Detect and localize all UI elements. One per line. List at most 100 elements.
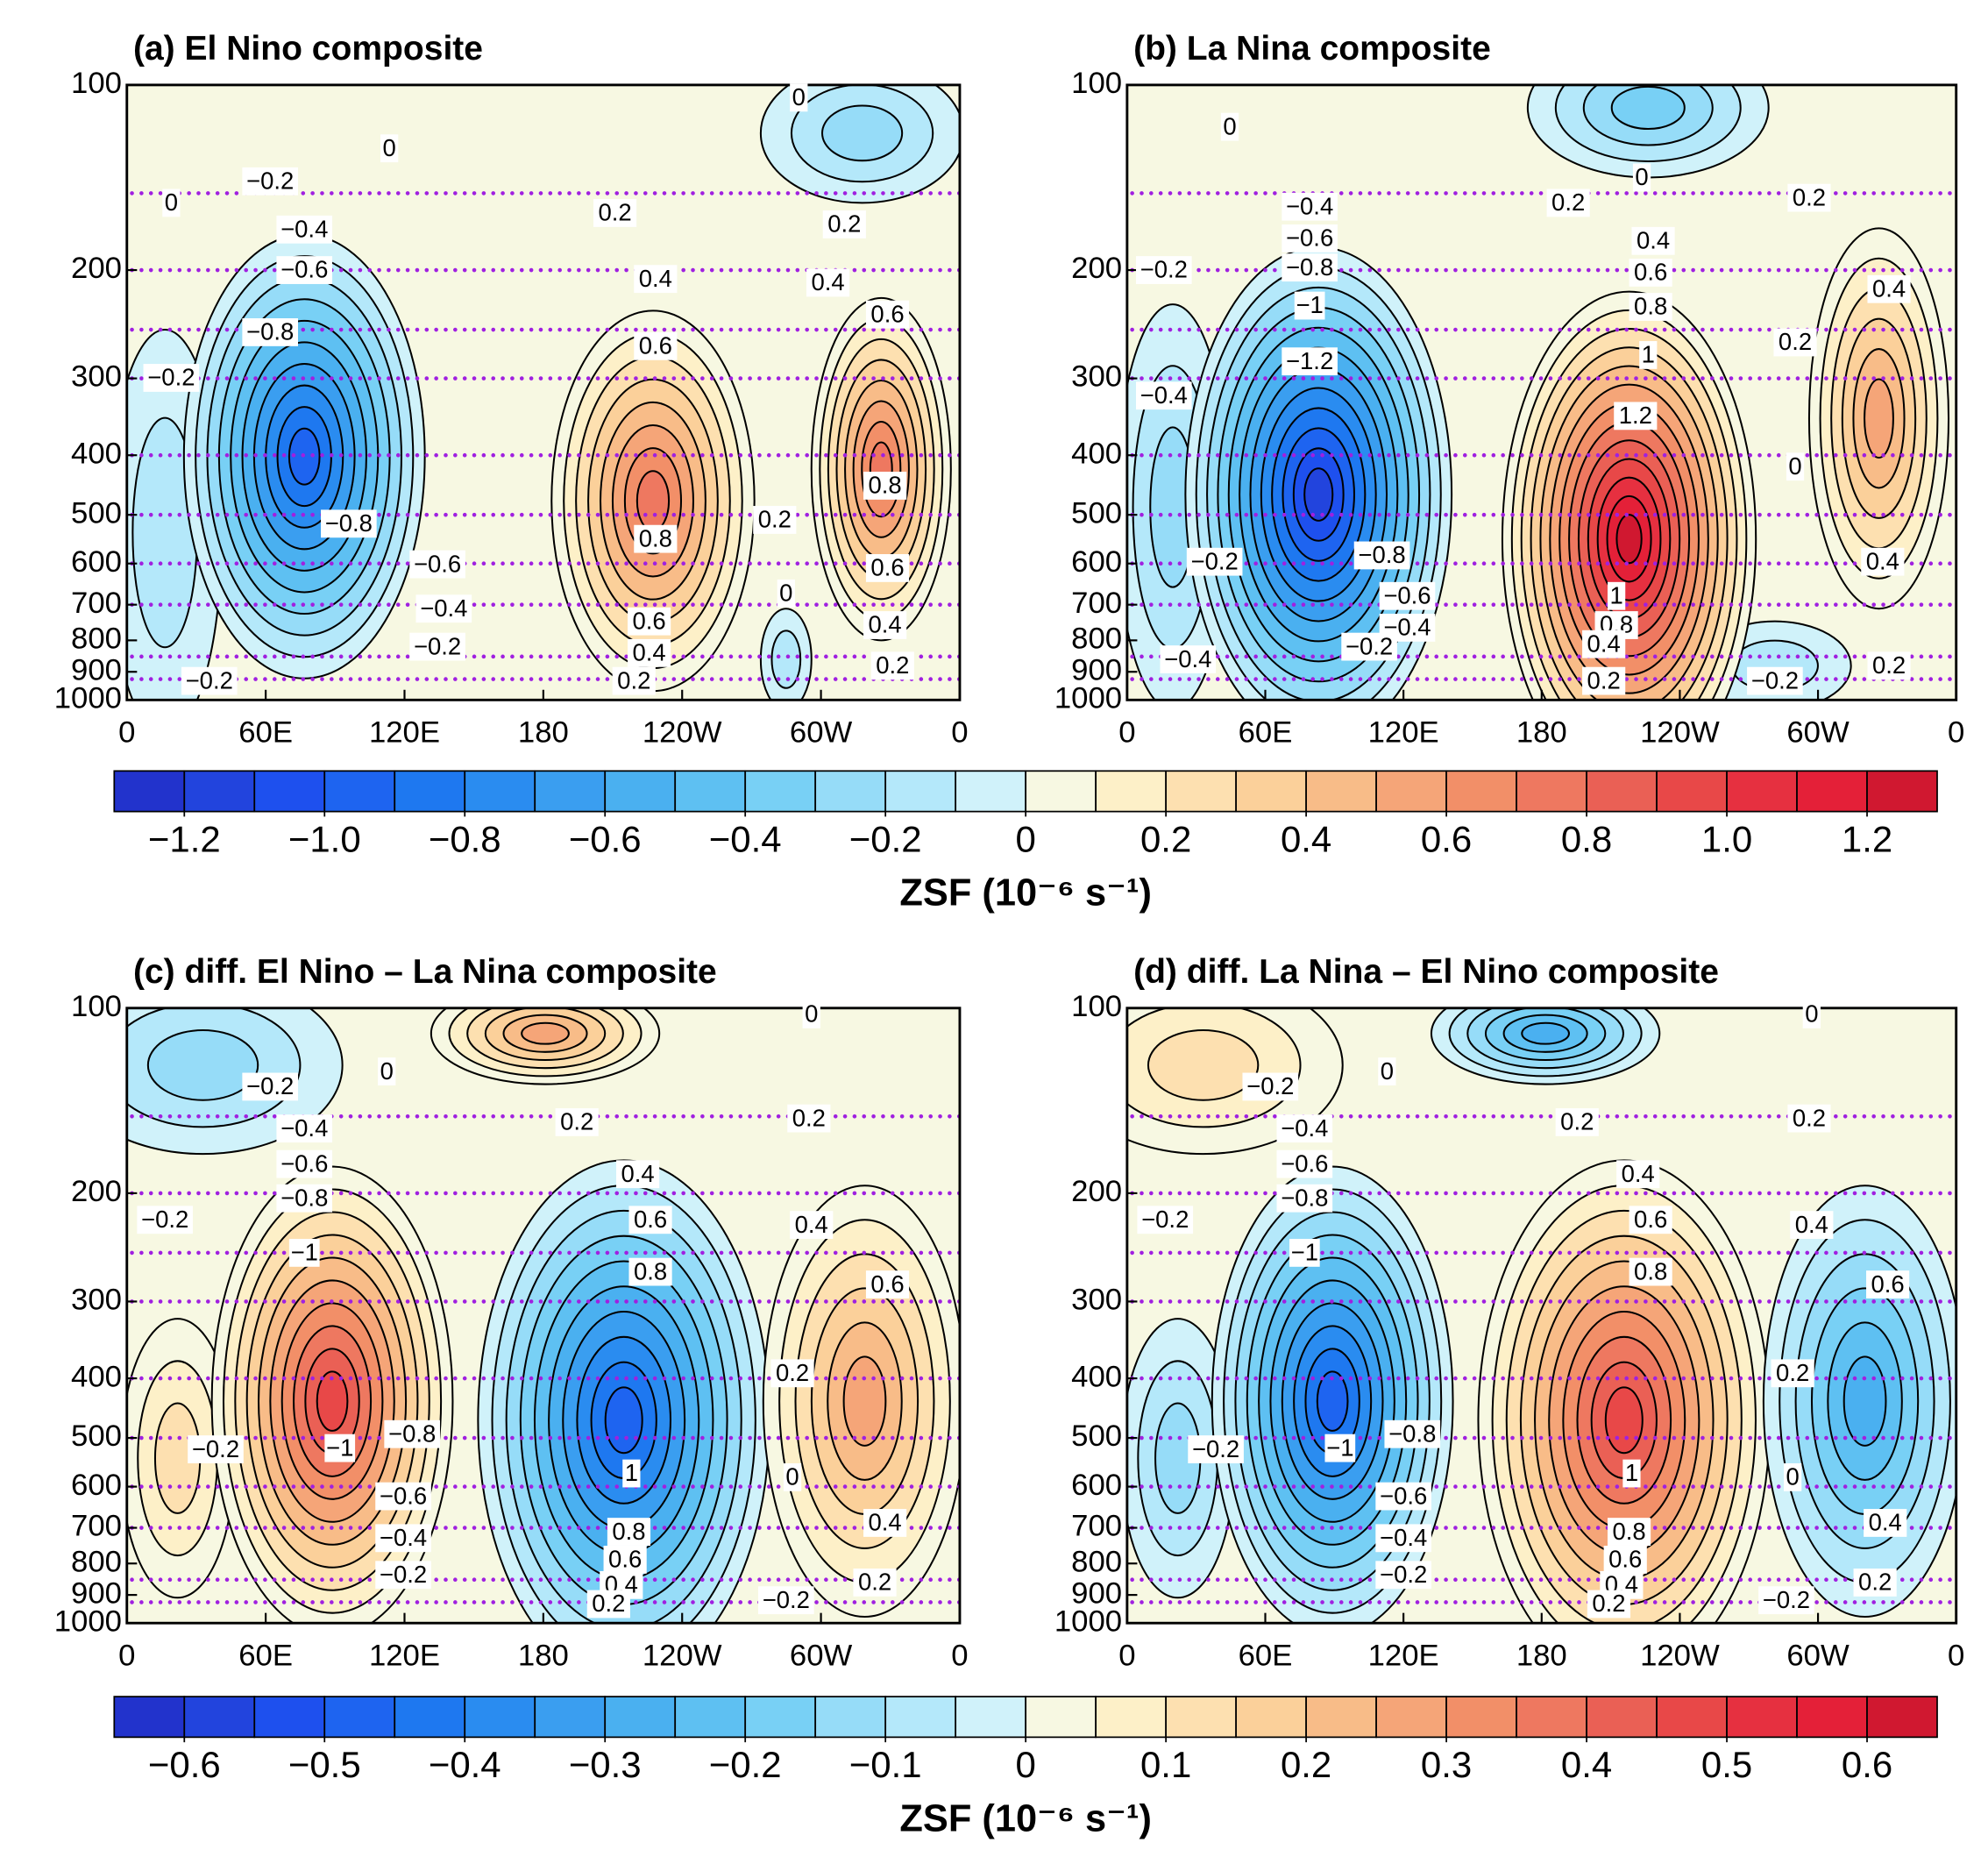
contour-label: −0.2 xyxy=(763,1586,810,1613)
contour-label: 0.2 xyxy=(1560,1108,1594,1135)
y-tick-label: 700 xyxy=(71,587,122,620)
contour-fill xyxy=(635,470,671,532)
contour-label-bg xyxy=(1784,1462,1802,1491)
contour-label-bg xyxy=(1631,226,1675,255)
contour-label-bg xyxy=(863,472,907,500)
colorbar-tick-label: −0.4 xyxy=(709,818,782,859)
colorbar-box xyxy=(1866,1696,1938,1739)
contour-label-bg xyxy=(865,300,910,329)
contour-label-bg xyxy=(1294,291,1325,320)
contour-label: 0 xyxy=(1786,1463,1800,1490)
colorbar-box xyxy=(464,1696,536,1739)
contour-label-bg xyxy=(628,1206,672,1234)
x-tick-label: 60W xyxy=(790,716,853,750)
colorbar-tick-label: 0.6 xyxy=(1421,818,1472,859)
contour-label-bg xyxy=(375,1482,431,1511)
colorbar-box xyxy=(1586,770,1658,813)
contour-label: 0.2 xyxy=(617,666,650,694)
contour-label-bg xyxy=(1629,259,1672,287)
contour-label: 0.6 xyxy=(870,554,904,581)
contour-label: 0 xyxy=(1788,452,1801,480)
contour-label-bg xyxy=(607,1518,651,1546)
x-tick-label: 60W xyxy=(1786,1639,1850,1672)
colorbar-box xyxy=(1726,1696,1798,1739)
contour-label-bg xyxy=(790,83,808,112)
contour-label-bg xyxy=(375,1561,431,1590)
contour-label-bg xyxy=(1866,1270,1910,1298)
y-tick-label: 100 xyxy=(1071,990,1122,1023)
contour-label: 0.6 xyxy=(870,1270,904,1298)
contour-label: 0.6 xyxy=(1634,1206,1667,1233)
colorbar-tick-label: 0.1 xyxy=(1140,1744,1191,1785)
colorbar-tick-label: 0 xyxy=(1015,818,1035,859)
contour-label: 0.4 xyxy=(811,268,844,295)
contour-label: 0 xyxy=(805,1000,818,1028)
contour-label-bg xyxy=(757,1586,814,1615)
contour-label: −0.4 xyxy=(1380,1524,1427,1551)
colorbar-box xyxy=(744,1696,817,1739)
contour-label-bg xyxy=(1790,1211,1834,1239)
contour-label: 0.2 xyxy=(1793,183,1826,210)
colorbar-box xyxy=(1375,770,1447,813)
contour-label-bg xyxy=(1773,328,1817,357)
contour-fill xyxy=(1842,1355,1887,1447)
contour-label: 0.8 xyxy=(1612,1518,1645,1545)
panel-title: (b) La Nina composite xyxy=(1133,30,1491,68)
colorbar-tick-label: −0.2 xyxy=(709,1744,782,1785)
panel-title: (a) El Nino composite xyxy=(133,30,483,68)
contour-label: 0.6 xyxy=(1608,1546,1642,1573)
contour-label: −0.2 xyxy=(1140,256,1188,283)
contour-label: 0.2 xyxy=(792,1104,826,1131)
x-tick-label: 60W xyxy=(790,1639,853,1672)
colorbar-tick-label: −0.3 xyxy=(569,1744,642,1785)
y-tick-label: 500 xyxy=(71,496,122,530)
colorbar-tick-label: 0.6 xyxy=(1842,1744,1892,1785)
colorbar-box xyxy=(1305,1696,1377,1739)
panel-title: (d) diff. La Nina – El Nino composite xyxy=(1133,953,1719,991)
contour-label-bg xyxy=(181,666,238,695)
colorbar-box xyxy=(604,770,677,813)
contour-fill xyxy=(1316,1370,1349,1432)
y-tick-label: 1000 xyxy=(54,682,122,715)
contour-label-bg xyxy=(1555,1108,1599,1136)
contour-label-bg xyxy=(1867,651,1911,680)
contour-label: −0.6 xyxy=(280,1149,328,1177)
contour-label: 0.2 xyxy=(1872,651,1906,679)
x-tick-label: 120W xyxy=(643,1639,722,1672)
contour-label: 0.2 xyxy=(1793,1104,1826,1131)
colorbar-box xyxy=(534,770,607,813)
y-tick-label: 800 xyxy=(1071,623,1122,656)
contour-label-bg xyxy=(1353,541,1410,570)
contour-label-bg xyxy=(242,318,299,346)
contour-label: 0.8 xyxy=(869,472,902,499)
x-tick-label: 0 xyxy=(1118,1639,1135,1672)
y-tick-label: 600 xyxy=(1071,545,1122,579)
colorbar-box xyxy=(1095,1696,1168,1739)
contour-label-bg xyxy=(777,579,795,608)
contour-label-bg xyxy=(321,509,377,538)
contour-label: −0.6 xyxy=(1380,1482,1427,1509)
contour-label: −0.4 xyxy=(280,215,328,242)
colorbar-box xyxy=(1305,770,1377,813)
contour-label-bg xyxy=(409,632,465,661)
contour-label-bg xyxy=(188,1435,244,1463)
contour-label-bg xyxy=(586,1590,630,1619)
contour-label-bg xyxy=(1622,1459,1641,1488)
y-tick-label: 200 xyxy=(1071,252,1122,285)
contour-label: 0.4 xyxy=(1866,547,1899,574)
colorbar-tick-label: −0.8 xyxy=(429,818,501,859)
colorbar-box xyxy=(884,770,957,813)
colorbar-box xyxy=(1516,770,1587,813)
contour-label-bg xyxy=(276,1149,333,1178)
contour-label-bg xyxy=(1341,632,1397,661)
y-tick-label: 1000 xyxy=(1054,682,1122,715)
contour-label: −0.8 xyxy=(325,509,373,537)
colorbar-box xyxy=(113,770,186,813)
x-tick-label: 120W xyxy=(643,716,722,750)
x-tick-label: 0 xyxy=(118,716,135,750)
colorbar-box xyxy=(323,770,396,813)
x-tick-label: 60E xyxy=(238,1639,293,1672)
contour-label: 0 xyxy=(1223,112,1236,139)
x-tick-label: 0 xyxy=(118,1639,135,1672)
contour-label-bg xyxy=(753,506,797,534)
